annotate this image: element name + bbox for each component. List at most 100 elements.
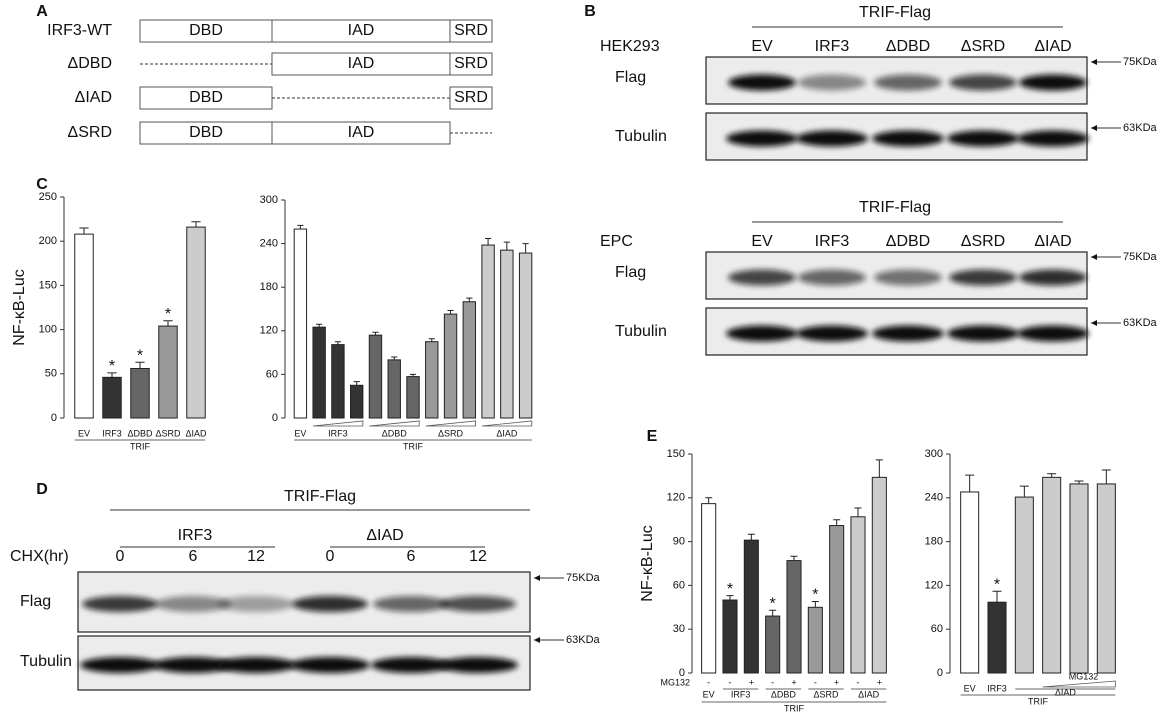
y-tick-label: 240 [260, 238, 278, 250]
bar [186, 226, 206, 419]
error-bar [790, 555, 798, 561]
sign: + [791, 677, 796, 687]
domain-label: IAD [348, 124, 375, 141]
construct-label: IRF3-WT [47, 22, 112, 39]
cell-line: HEK293 [600, 38, 660, 55]
error-bar [428, 338, 435, 342]
error-bar [811, 600, 819, 608]
bar [850, 516, 866, 674]
bar [443, 313, 458, 419]
group-label: ΔDBD [771, 689, 797, 699]
error-bar [747, 533, 755, 541]
bar [743, 539, 759, 674]
y-tick-label: 120 [925, 579, 943, 591]
bar [368, 334, 383, 419]
time-point: 12 [247, 548, 265, 565]
panel-label: B [584, 3, 596, 20]
domain-box [449, 19, 493, 43]
bar [406, 376, 420, 419]
bar [293, 228, 308, 419]
error-bar [447, 309, 454, 315]
domain-label: DBD [189, 124, 223, 141]
domain-label: DBD [189, 22, 223, 39]
group-label: TRIF [130, 441, 150, 451]
lane-label: ΔIAD [1034, 233, 1071, 250]
band [796, 325, 868, 342]
blot-header: TRIF-Flag [859, 4, 931, 21]
panel-label: C [36, 176, 48, 193]
bar [786, 560, 802, 674]
group-label: EV [703, 689, 715, 699]
dose-wedge [312, 420, 364, 427]
domain-label: SRD [454, 89, 488, 106]
y-tick-label: 0 [679, 667, 685, 679]
band [1019, 269, 1087, 286]
domain-box [449, 86, 493, 110]
band [373, 596, 449, 612]
band [726, 130, 798, 147]
construct-label: ΔDBD [68, 55, 112, 72]
marker-label: 75KDa [1123, 251, 1158, 263]
dose-wedge [481, 420, 533, 427]
band [949, 269, 1017, 286]
error-bar [484, 238, 492, 246]
dose-wedge [369, 420, 420, 427]
y-tick-label: 300 [925, 448, 943, 460]
x-tick-label: ΔDBD [127, 428, 153, 438]
time-label: CHX(hr) [10, 548, 69, 565]
error-bar [854, 507, 862, 517]
error-bar [705, 497, 713, 504]
error-bar [726, 595, 734, 600]
group-label: ΔSRD [813, 689, 839, 699]
error-bar [1074, 480, 1084, 484]
band [438, 657, 518, 673]
marker-label: 75KDa [566, 572, 601, 584]
marker-label: 63KDa [566, 634, 601, 646]
panel-label: A [36, 3, 48, 20]
domain-label: SRD [454, 22, 488, 39]
significance: * [137, 348, 143, 365]
significance: * [109, 358, 115, 375]
y-tick-label: 30 [673, 623, 685, 635]
treatment-label: MG132 [660, 677, 690, 687]
time-point: 0 [116, 548, 125, 565]
row-label: Tubulin [615, 323, 667, 340]
panel-label: E [647, 428, 658, 445]
y-axis-label: NF-κB-Luc [639, 525, 656, 601]
bar [1096, 483, 1116, 674]
lane-label: EV [751, 233, 773, 250]
bar [701, 503, 717, 674]
y-tick-label: 120 [667, 492, 685, 504]
y-tick-label: 60 [673, 579, 685, 591]
arrow-head [534, 637, 540, 643]
bar [312, 326, 326, 419]
time-point: 6 [407, 548, 416, 565]
error-bar [965, 474, 975, 492]
band [440, 596, 516, 612]
y-tick-label: 60 [266, 368, 278, 380]
domain-box [449, 52, 493, 76]
x-tick-label: IRF3 [987, 683, 1007, 693]
y-tick-label: 150 [667, 448, 685, 460]
bar [349, 384, 364, 419]
error-bar [466, 297, 473, 302]
bar [130, 367, 150, 419]
lane-label: ΔDBD [886, 38, 930, 55]
bar [1069, 483, 1089, 674]
x-tick-label: EV [294, 428, 306, 438]
band [80, 657, 160, 673]
band [796, 130, 868, 147]
band [155, 596, 231, 612]
cell-line: EPC [600, 233, 633, 250]
sign: + [877, 677, 882, 687]
bar [1014, 496, 1034, 674]
bar [425, 341, 439, 419]
sign: - [707, 677, 710, 687]
time-point: 6 [189, 548, 198, 565]
y-tick-label: 180 [925, 536, 943, 548]
sign: + [749, 677, 754, 687]
y-tick-label: 0 [937, 667, 943, 679]
marker-label: 75KDa [1123, 56, 1158, 68]
y-tick-label: 0 [51, 412, 57, 424]
error-bar [135, 361, 145, 369]
